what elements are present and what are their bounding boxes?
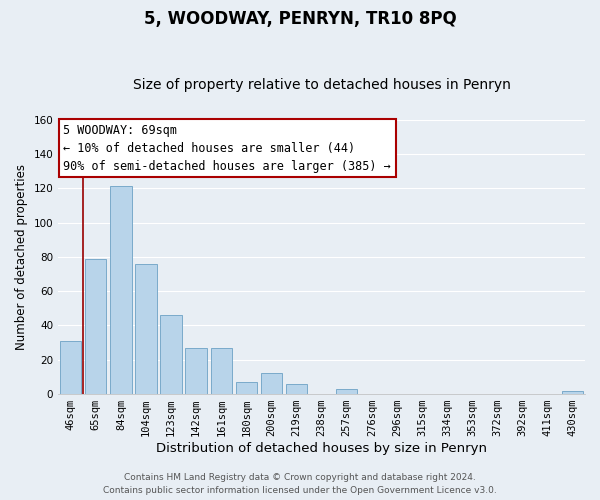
Title: Size of property relative to detached houses in Penryn: Size of property relative to detached ho…: [133, 78, 511, 92]
X-axis label: Distribution of detached houses by size in Penryn: Distribution of detached houses by size …: [156, 442, 487, 455]
Bar: [85, 258, 106, 394]
Bar: [160, 315, 182, 394]
Bar: [562, 390, 583, 394]
Text: 5, WOODWAY, PENRYN, TR10 8PQ: 5, WOODWAY, PENRYN, TR10 8PQ: [143, 10, 457, 28]
Bar: [261, 374, 282, 394]
Bar: [286, 384, 307, 394]
Text: Contains HM Land Registry data © Crown copyright and database right 2024.
Contai: Contains HM Land Registry data © Crown c…: [103, 474, 497, 495]
Bar: [110, 186, 131, 394]
Text: 5 WOODWAY: 69sqm
← 10% of detached houses are smaller (44)
90% of semi-detached : 5 WOODWAY: 69sqm ← 10% of detached house…: [64, 124, 391, 172]
Bar: [236, 382, 257, 394]
Bar: [211, 348, 232, 394]
Bar: [136, 264, 157, 394]
Bar: [336, 389, 358, 394]
Bar: [185, 348, 207, 394]
Bar: [60, 341, 82, 394]
Y-axis label: Number of detached properties: Number of detached properties: [15, 164, 28, 350]
